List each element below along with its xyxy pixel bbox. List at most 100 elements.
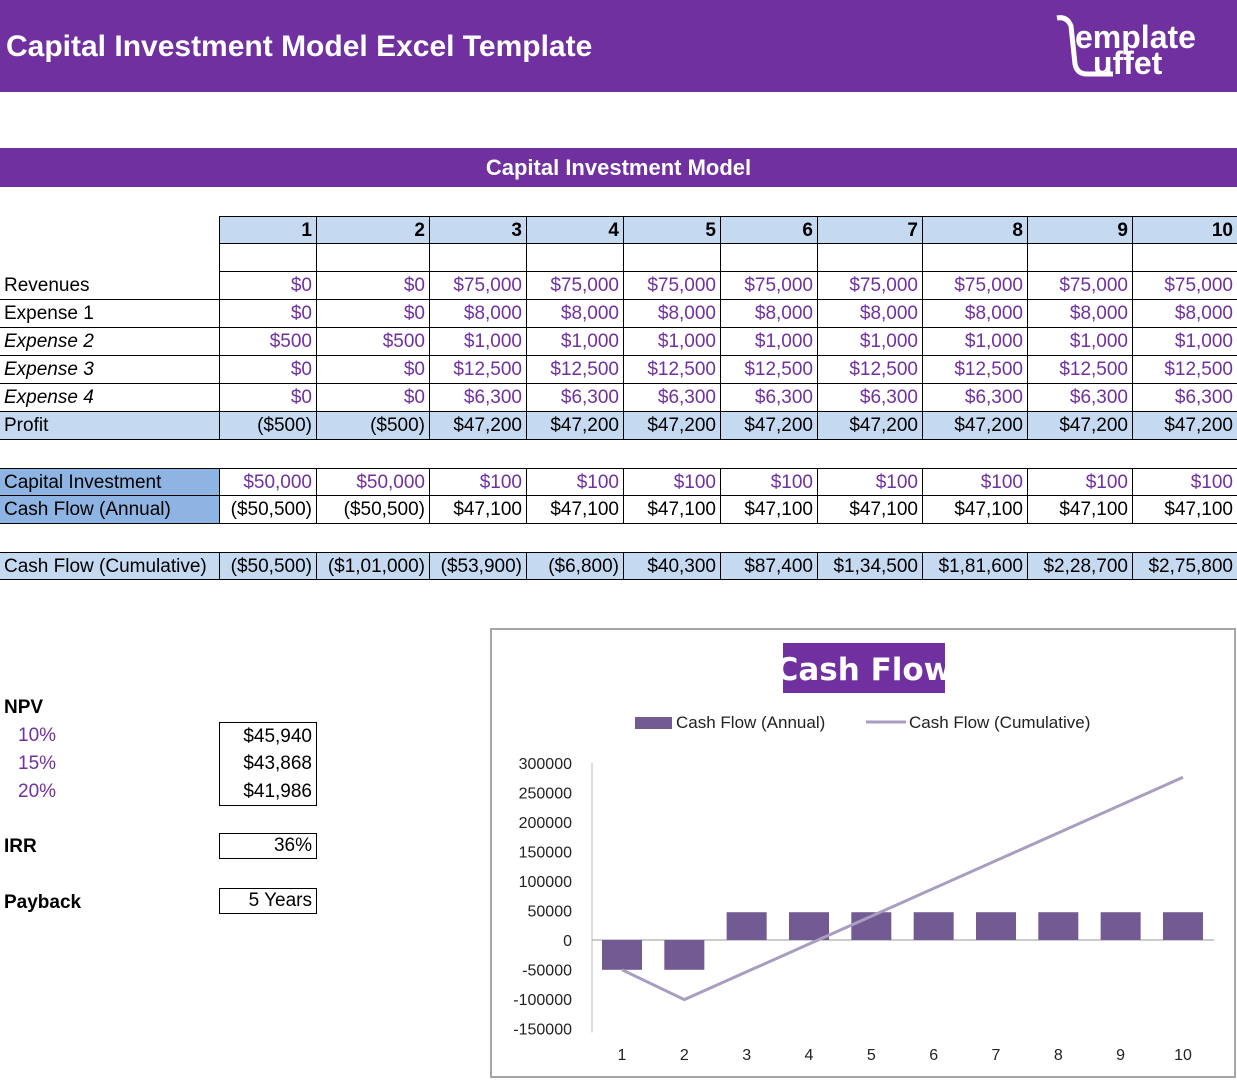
table-cell[interactable]: $1,000 [429, 328, 526, 356]
table-cell[interactable]: $8,000 [817, 300, 922, 328]
table-cell[interactable]: $47,200 [526, 412, 623, 440]
table-cell[interactable]: $8,000 [526, 300, 623, 328]
table-cell[interactable]: ($500) [219, 412, 316, 440]
table-cell[interactable]: $12,500 [720, 356, 817, 384]
table-cell[interactable]: $100 [922, 468, 1027, 496]
table-cell[interactable]: $1,000 [720, 328, 817, 356]
table-cell[interactable]: $8,000 [623, 300, 720, 328]
npv-value[interactable]: $45,940 [219, 722, 317, 750]
table-cell[interactable]: $12,500 [429, 356, 526, 384]
table-cell[interactable]: $75,000 [922, 272, 1027, 300]
table-cell[interactable]: $50,000 [316, 468, 429, 496]
table-cell[interactable]: $6,300 [429, 384, 526, 412]
table-cell[interactable]: ($50,500) [316, 496, 429, 524]
table-cell[interactable]: $75,000 [429, 272, 526, 300]
table-cell[interactable]: $100 [1132, 468, 1237, 496]
table-cell[interactable]: $47,200 [429, 412, 526, 440]
y-tick-label: 150000 [519, 845, 572, 862]
table-cell[interactable]: $75,000 [623, 272, 720, 300]
table-cell[interactable]: $0 [219, 272, 316, 300]
table-cell[interactable]: $47,200 [1027, 412, 1132, 440]
table-cell[interactable]: $47,100 [1132, 496, 1237, 524]
table-cell[interactable]: $8,000 [1027, 300, 1132, 328]
table-cell[interactable]: $47,100 [526, 496, 623, 524]
table-cell[interactable]: ($50,500) [219, 496, 316, 524]
table-cell[interactable]: $500 [219, 328, 316, 356]
table-cell[interactable]: $6,300 [526, 384, 623, 412]
table-cell[interactable]: $47,100 [720, 496, 817, 524]
table-cell[interactable]: ($6,800) [526, 552, 623, 580]
table-cell[interactable]: $2,75,800 [1132, 552, 1237, 580]
table-cell[interactable]: $100 [817, 468, 922, 496]
table-cell[interactable]: $1,000 [623, 328, 720, 356]
table-cell[interactable]: $47,100 [817, 496, 922, 524]
table-cell[interactable]: $6,300 [1027, 384, 1132, 412]
table-cell[interactable]: $12,500 [1027, 356, 1132, 384]
row-label: Capital Investment [0, 468, 219, 496]
table-cell[interactable]: $47,200 [720, 412, 817, 440]
table-cell[interactable]: $12,500 [526, 356, 623, 384]
table-cell[interactable]: $47,200 [623, 412, 720, 440]
table-cell[interactable]: $1,000 [1027, 328, 1132, 356]
table-cell[interactable]: $50,000 [219, 468, 316, 496]
table-cell[interactable]: $100 [526, 468, 623, 496]
table-cell[interactable]: $8,000 [429, 300, 526, 328]
payback-value[interactable]: 5 Years [219, 888, 317, 914]
irr-value[interactable]: 36% [219, 833, 317, 859]
table-cell[interactable]: $0 [219, 356, 316, 384]
table-cell[interactable]: $8,000 [1132, 300, 1237, 328]
table-cell[interactable]: $47,200 [1132, 412, 1237, 440]
x-tick-label: 2 [680, 1047, 689, 1064]
table-cell[interactable]: $47,100 [1027, 496, 1132, 524]
table-cell[interactable]: $47,100 [922, 496, 1027, 524]
table-cell[interactable]: ($1,01,000) [316, 552, 429, 580]
table-cell[interactable]: $500 [316, 328, 429, 356]
table-cell[interactable]: $75,000 [1132, 272, 1237, 300]
table-cell[interactable]: $0 [316, 272, 429, 300]
table-cell[interactable]: $12,500 [922, 356, 1027, 384]
table-cell[interactable]: $12,500 [623, 356, 720, 384]
table-cell[interactable]: $87,400 [720, 552, 817, 580]
table-cell[interactable]: $1,34,500 [817, 552, 922, 580]
table-cell[interactable]: ($500) [316, 412, 429, 440]
table-cell[interactable]: $12,500 [1132, 356, 1237, 384]
table-cell[interactable]: $100 [623, 468, 720, 496]
table-cell[interactable]: $1,000 [1132, 328, 1237, 356]
table-cell[interactable]: $47,100 [623, 496, 720, 524]
table-cell[interactable]: $47,200 [922, 412, 1027, 440]
table-cell[interactable]: ($50,500) [219, 552, 316, 580]
table-cell[interactable]: $75,000 [720, 272, 817, 300]
cash-flow-chart[interactable]: Cash Flow Cash Flow (Annual) Cash Flow (Cu… [490, 628, 1236, 1078]
table-cell[interactable]: $6,300 [817, 384, 922, 412]
table-cell[interactable]: $40,300 [623, 552, 720, 580]
table-cell[interactable]: $0 [316, 384, 429, 412]
table-cell[interactable]: $0 [219, 384, 316, 412]
npv-value[interactable]: $41,986 [219, 778, 317, 806]
table-cell[interactable]: $2,28,700 [1027, 552, 1132, 580]
table-cell[interactable]: $0 [316, 300, 429, 328]
table-cell[interactable]: $8,000 [922, 300, 1027, 328]
table-cell[interactable]: $0 [316, 356, 429, 384]
table-cell[interactable]: $1,000 [922, 328, 1027, 356]
table-cell[interactable]: $1,000 [526, 328, 623, 356]
table-cell[interactable]: $1,81,600 [922, 552, 1027, 580]
table-cell[interactable]: $47,200 [817, 412, 922, 440]
table-cell[interactable]: $6,300 [922, 384, 1027, 412]
table-cell[interactable]: $47,100 [429, 496, 526, 524]
blank-cell [922, 243, 1027, 272]
table-cell[interactable]: $100 [720, 468, 817, 496]
table-cell[interactable]: $75,000 [526, 272, 623, 300]
table-cell[interactable]: $1,000 [817, 328, 922, 356]
table-cell[interactable]: $6,300 [720, 384, 817, 412]
table-cell[interactable]: $100 [1027, 468, 1132, 496]
npv-value[interactable]: $43,868 [219, 750, 317, 778]
table-cell[interactable]: $6,300 [623, 384, 720, 412]
table-cell[interactable]: $12,500 [817, 356, 922, 384]
table-cell[interactable]: $6,300 [1132, 384, 1237, 412]
table-cell[interactable]: $75,000 [1027, 272, 1132, 300]
table-cell[interactable]: $75,000 [817, 272, 922, 300]
table-cell[interactable]: $0 [219, 300, 316, 328]
table-cell[interactable]: $8,000 [720, 300, 817, 328]
table-cell[interactable]: ($53,900) [429, 552, 526, 580]
table-cell[interactable]: $100 [429, 468, 526, 496]
